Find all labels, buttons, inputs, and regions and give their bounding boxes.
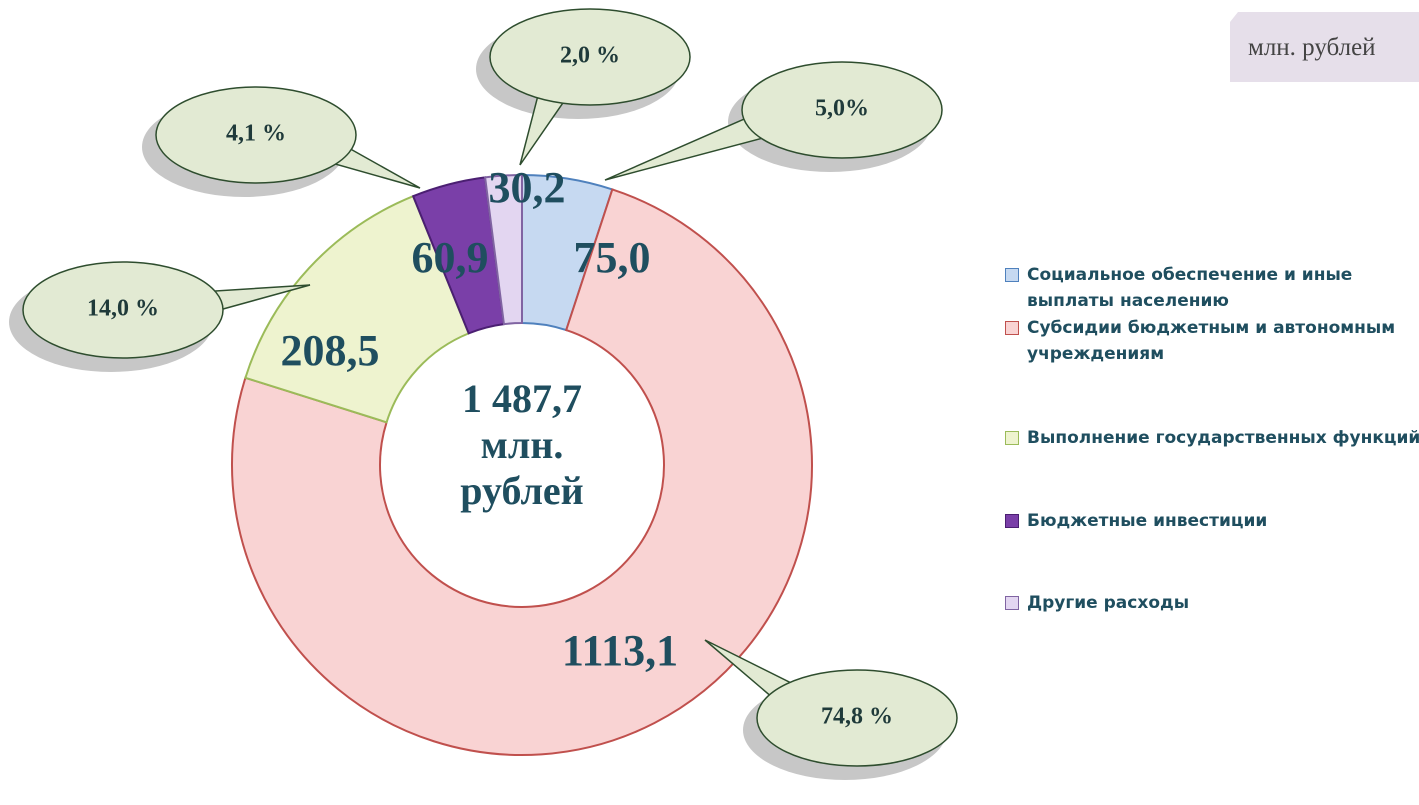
legend-label: Социальное обеспечение и иные выплаты на… (1027, 265, 1353, 311)
legend-swatch (1005, 268, 1019, 282)
value-label: 75,0 (574, 233, 651, 282)
percent-label: 14,0 % (87, 296, 159, 322)
center-label: млн. (481, 422, 564, 467)
legend-label: Другие расходы (1027, 593, 1190, 613)
callout-bubble (741, 61, 943, 159)
percent-label: 5,0% (815, 96, 869, 122)
donut-slice (483, 173, 523, 326)
value-label: 30,2 (489, 163, 566, 212)
legend-label: Выполнение государственных функций (1027, 428, 1419, 448)
legend-item: Другие расходы (1005, 590, 1419, 616)
legend-swatch (1005, 596, 1019, 610)
legend-item: Социальное обеспечение и иные выплаты на… (1005, 262, 1419, 314)
donut-slice (231, 188, 813, 756)
legend-item: Бюджетные инвестиции (1005, 508, 1419, 534)
percent-label: 74,8 % (821, 704, 893, 730)
callout: 4,1 % (142, 86, 421, 197)
legend-label: Бюджетные инвестиции (1027, 511, 1268, 531)
unit-box (1230, 12, 1419, 82)
legend-swatch (1005, 514, 1019, 528)
legend-swatch (1005, 431, 1019, 445)
callout-bubble (489, 8, 691, 106)
legend-label: Субсидии бюджетным и автономным учрежден… (1027, 318, 1396, 364)
value-label: 208,5 (281, 326, 380, 375)
callout: 74,8 % (704, 639, 958, 780)
callout: 5,0% (604, 61, 943, 181)
unit-label: млн. рублей (1248, 34, 1376, 61)
percent-label: 4,1 % (226, 121, 286, 147)
percent-label: 2,0 % (560, 43, 620, 69)
callout-bubble (756, 669, 958, 767)
callout: 2,0 % (476, 8, 691, 166)
legend-item: Выполнение государственных функций (1005, 425, 1419, 451)
value-label: 1113,1 (562, 626, 678, 675)
legend-swatch (1005, 321, 1019, 335)
center-label: рублей (460, 468, 583, 513)
callout-bubble (155, 86, 357, 184)
donut-slice (244, 194, 471, 424)
callout-bubble (22, 261, 224, 359)
center-label: 1 487,7 (462, 376, 582, 421)
callout: 14,0 % (9, 261, 311, 372)
legend-item: Субсидии бюджетным и автономным учрежден… (1005, 315, 1419, 367)
value-label: 60,9 (412, 233, 489, 282)
